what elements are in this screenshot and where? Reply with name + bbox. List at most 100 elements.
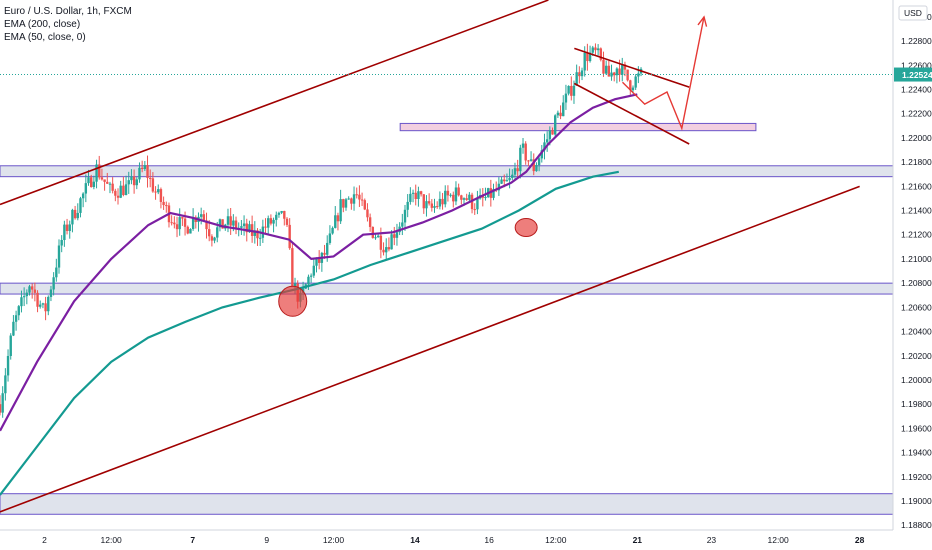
candle-body-210 bbox=[562, 102, 565, 117]
candle-body-212 bbox=[567, 85, 570, 94]
candle-body-165 bbox=[441, 198, 444, 205]
candle-body-38 bbox=[100, 177, 104, 180]
candle-body-225 bbox=[602, 59, 605, 74]
zone-2 bbox=[0, 493, 894, 515]
candle-body-220 bbox=[588, 52, 592, 62]
candle-body-61 bbox=[162, 201, 165, 206]
candle-body-90 bbox=[240, 226, 243, 228]
candle-body-147 bbox=[393, 234, 396, 238]
candle-body-198 bbox=[529, 159, 533, 161]
candle-body-209 bbox=[559, 112, 562, 117]
candle-body-72 bbox=[191, 217, 195, 230]
candle-body-69 bbox=[183, 218, 187, 227]
candle-body-130 bbox=[347, 198, 350, 200]
candle-body-150 bbox=[401, 222, 404, 227]
candle-body-37 bbox=[98, 164, 101, 178]
candle-body-24 bbox=[63, 224, 66, 241]
candle-body-205 bbox=[548, 130, 552, 140]
candle-body-86 bbox=[229, 216, 232, 226]
candle-body-200 bbox=[535, 165, 538, 172]
candle-body-64 bbox=[170, 222, 173, 224]
y-tick-label: 1.20400 bbox=[901, 327, 932, 337]
y-tick-label: 1.22400 bbox=[901, 85, 932, 95]
candle-body-190 bbox=[508, 178, 511, 181]
candle-body-76 bbox=[202, 214, 206, 221]
candle-body-45 bbox=[119, 185, 122, 198]
candle-body-39 bbox=[103, 179, 106, 182]
candle-body-107 bbox=[285, 218, 289, 225]
candle-body-168 bbox=[449, 194, 452, 196]
highlight-circle-0 bbox=[278, 285, 308, 317]
candle-body-129 bbox=[344, 199, 348, 208]
candle-body-166 bbox=[444, 190, 447, 205]
candle-body-159 bbox=[425, 201, 428, 209]
candle-body-46 bbox=[122, 185, 125, 196]
candle-body-26 bbox=[68, 224, 71, 232]
candle-body-67 bbox=[178, 217, 181, 230]
x-tick-label: 12:00 bbox=[101, 535, 123, 545]
candle-body-82 bbox=[218, 219, 222, 228]
last-price-tag bbox=[894, 67, 932, 82]
candle-body-11 bbox=[28, 286, 31, 293]
y-tick-label: 1.19400 bbox=[901, 448, 932, 458]
x-tick-label: 14 bbox=[410, 535, 420, 545]
candle-body-10 bbox=[25, 292, 29, 297]
zone-1 bbox=[0, 282, 894, 295]
candle-body-60 bbox=[159, 189, 163, 202]
candle-body-175 bbox=[468, 194, 471, 200]
candle-body-49 bbox=[130, 176, 133, 181]
candle-body-206 bbox=[551, 130, 554, 135]
x-tick-label: 23 bbox=[707, 535, 717, 545]
candle-body-217 bbox=[580, 70, 584, 77]
candle-body-186 bbox=[497, 183, 501, 191]
candle-body-54 bbox=[143, 165, 147, 170]
candle-body-23 bbox=[60, 240, 63, 246]
candle-body-157 bbox=[419, 191, 423, 195]
candle-body-6 bbox=[14, 315, 18, 322]
candle-body-145 bbox=[387, 247, 391, 250]
candle-body-9 bbox=[22, 296, 26, 298]
candle-body-177 bbox=[473, 209, 476, 211]
candle-body-58 bbox=[154, 191, 157, 193]
trendline-1 bbox=[0, 185, 860, 513]
candle-body-100 bbox=[267, 218, 270, 228]
candle-body-105 bbox=[280, 210, 283, 213]
candle-body-18 bbox=[47, 296, 50, 312]
x-tick-label: 12:00 bbox=[767, 535, 789, 545]
candle-body-131 bbox=[350, 198, 353, 204]
candle-body-192 bbox=[513, 168, 517, 175]
candle-body-203 bbox=[543, 142, 546, 151]
candle-body-96 bbox=[256, 230, 259, 239]
candle-body-160 bbox=[427, 201, 431, 204]
candle-body-232 bbox=[621, 64, 624, 75]
candle-body-207 bbox=[554, 115, 557, 135]
x-tick-label: 12:00 bbox=[323, 535, 345, 545]
candle-body-29 bbox=[76, 212, 79, 219]
candle-body-142 bbox=[379, 235, 383, 250]
candle-body-75 bbox=[199, 214, 203, 217]
y-tick-label: 1.21200 bbox=[901, 230, 932, 240]
y-tick-label: 1.22000 bbox=[901, 133, 932, 143]
candle-body-222 bbox=[594, 47, 597, 51]
candle-body-28 bbox=[73, 209, 77, 219]
y-tick-label: 1.21600 bbox=[901, 181, 932, 191]
candle-body-1 bbox=[1, 393, 4, 413]
candle-body-77 bbox=[205, 220, 208, 230]
candle-body-102 bbox=[272, 219, 275, 224]
candle-body-215 bbox=[575, 72, 578, 86]
candle-body-41 bbox=[108, 183, 112, 185]
candle-body-30 bbox=[79, 198, 82, 213]
candle-body-158 bbox=[422, 194, 425, 209]
candle-body-223 bbox=[596, 48, 600, 51]
candle-body-56 bbox=[149, 177, 152, 179]
candle-body-181 bbox=[484, 197, 487, 199]
y-tick-label: 1.21000 bbox=[901, 254, 932, 264]
candle-body-153 bbox=[409, 193, 412, 202]
y-tick-label: 1.19600 bbox=[901, 423, 932, 433]
ema50-legend: EMA (50, close, 0) bbox=[4, 32, 86, 43]
ema200-legend: EMA (200, close) bbox=[4, 19, 81, 30]
candle-body-35 bbox=[92, 181, 96, 187]
candle-body-101 bbox=[269, 218, 273, 224]
candle-body-213 bbox=[570, 85, 573, 96]
